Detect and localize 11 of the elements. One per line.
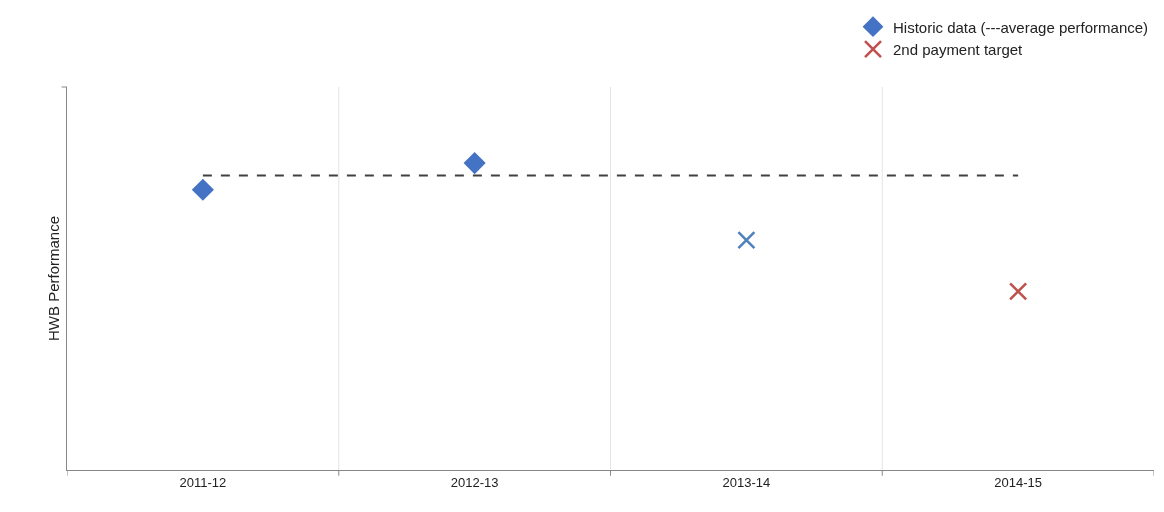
point (463, 152, 486, 175)
x-tick-label: 2013-14 (722, 474, 771, 490)
y-axis-title: HWB Performance (45, 215, 63, 342)
x-tick-label: 2011-12 (179, 474, 227, 490)
legend-label: 2nd payment target (893, 41, 1024, 58)
point (737, 230, 756, 250)
point (1008, 282, 1028, 301)
x-tick-label: 2014-15 (994, 474, 1042, 490)
x-tick-label: 2012-13 (450, 474, 499, 490)
legend-label: Historic data (---average performance) (893, 18, 1149, 36)
point (191, 178, 214, 201)
